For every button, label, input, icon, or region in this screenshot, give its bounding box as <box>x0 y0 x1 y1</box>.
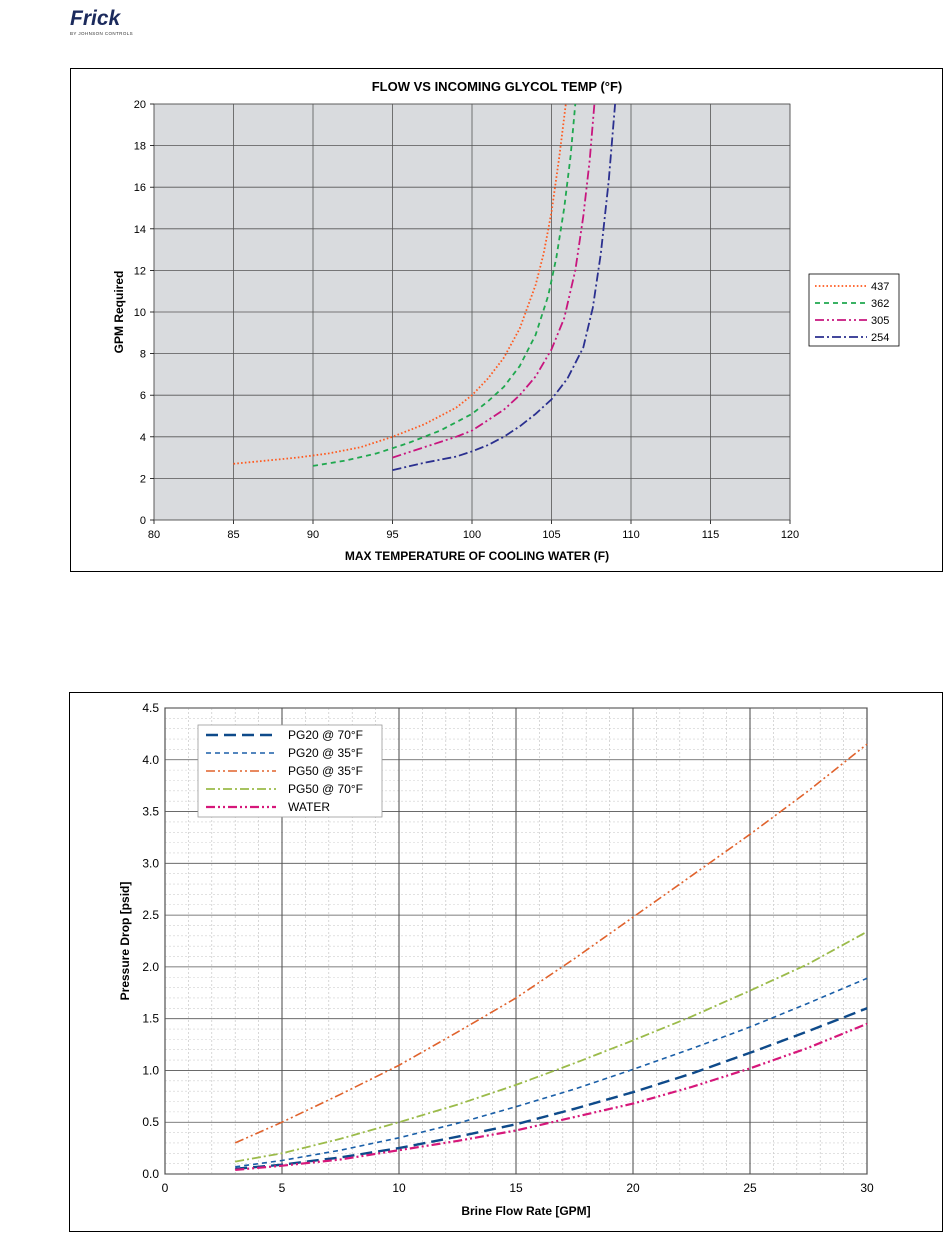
x-tick-label: 30 <box>860 1181 874 1195</box>
y-tick-label: 18 <box>134 141 146 153</box>
x-tick-label: 10 <box>392 1181 406 1195</box>
logo-wordmark: Frick <box>70 7 121 30</box>
x-tick-label: 115 <box>702 529 720 541</box>
series-line-PG50 @ 35°F <box>234 743 868 1144</box>
y-tick-label: 4.0 <box>142 753 159 767</box>
series-line-PG20 @ 70°F <box>235 1007 868 1170</box>
y-tick-label: 4 <box>140 432 146 444</box>
y-axis-label: GPM Required <box>112 271 126 354</box>
x-tick-label: 100 <box>463 529 481 541</box>
y-tick-label: 3.0 <box>142 856 159 870</box>
series-line-PG20 @ 35°F <box>235 977 868 1168</box>
x-tick-label: 15 <box>509 1181 523 1195</box>
y-tick-label: 12 <box>134 265 146 277</box>
x-axis-label: Brine Flow Rate [GPM] <box>461 1204 590 1218</box>
y-tick-label: 16 <box>134 182 146 194</box>
y-tick-label: 2.0 <box>142 960 159 974</box>
y-tick-label: 1.5 <box>142 1012 159 1026</box>
series-line-305 <box>392 103 596 459</box>
legend-label: 362 <box>871 298 889 310</box>
x-tick-label: 105 <box>542 529 560 541</box>
y-tick-label: 2.5 <box>142 908 159 922</box>
y-tick-label: 0.5 <box>142 1115 159 1129</box>
flow-vs-glycol-svg: FLOW VS INCOMING GLYCOL TEMP (°F)80 85 90 9… <box>112 79 900 563</box>
series-line-WATER <box>235 1022 868 1171</box>
flow-vs-glycol-chart: FLOW VS INCOMING GLYCOL TEMP (°F) 80 85 90 9… <box>70 68 943 572</box>
y-tick-label: 8 <box>140 349 146 361</box>
x-tick-label: 20 <box>626 1181 640 1195</box>
y-tick-label: 0.0 <box>142 1167 159 1181</box>
logo-tagline: BY JOHNSON CONTROLS <box>70 31 134 36</box>
y-tick-label: 14 <box>134 224 146 236</box>
chart-title: FLOW VS INCOMING GLYCOL TEMP (°F) <box>372 79 623 94</box>
series-line-437 <box>233 103 567 465</box>
legend-label: PG20 @ 35°F <box>288 746 363 760</box>
x-tick-label: 90 <box>307 529 319 541</box>
y-tick-label: 0 <box>140 515 146 527</box>
pressure-drop-svg: 0 5 10 15 20 25 30 0.0 0.5 1.0 1.5 2.0 2.5 3.0 3.5 4.0 4… <box>118 701 874 1218</box>
y-tick-label: 4.5 <box>142 701 159 715</box>
legend-label: WATER <box>288 800 330 814</box>
y-tick-label: 6 <box>140 390 146 402</box>
y-axis-label: Pressure Drop [psid] <box>118 882 132 1001</box>
legend-label: 305 <box>871 315 889 327</box>
x-axis-label: MAX TEMPERATURE OF COOLING WATER (F) <box>345 549 609 563</box>
x-tick-label: 120 <box>781 529 799 541</box>
frick-logo: Frick BY JOHNSON CONTROLS <box>70 8 160 44</box>
y-tick-label: 2 <box>140 473 146 485</box>
x-tick-label: 95 <box>386 529 398 541</box>
y-tick-label: 20 <box>134 99 146 111</box>
y-tick-label: 10 <box>134 307 146 319</box>
series-line-PG50 @ 70°F <box>235 930 868 1163</box>
pressure-drop-chart: 0 5 10 15 20 25 30 0.0 0.5 1.0 1.5 2.0 2.5 3.0 3.5 4.0 4… <box>69 692 943 1232</box>
x-tick-label: 80 <box>148 529 160 541</box>
series-line-362 <box>312 103 577 467</box>
legend-label: 437 <box>871 281 889 293</box>
x-tick-label: 25 <box>743 1181 757 1195</box>
x-tick-label: 110 <box>622 529 640 541</box>
x-tick-label: 0 <box>162 1181 169 1195</box>
y-tick-label: 1.0 <box>142 1063 159 1077</box>
legend-label: PG50 @ 70°F <box>288 782 363 796</box>
legend-label: PG50 @ 35°F <box>288 764 363 778</box>
y-tick-label: 3.5 <box>142 805 159 819</box>
legend-label: PG20 @ 70°F <box>288 728 363 742</box>
x-tick-label: 85 <box>227 529 239 541</box>
legend-label: 254 <box>871 332 889 344</box>
x-tick-label: 5 <box>279 1181 286 1195</box>
series-line-254 <box>392 103 616 471</box>
